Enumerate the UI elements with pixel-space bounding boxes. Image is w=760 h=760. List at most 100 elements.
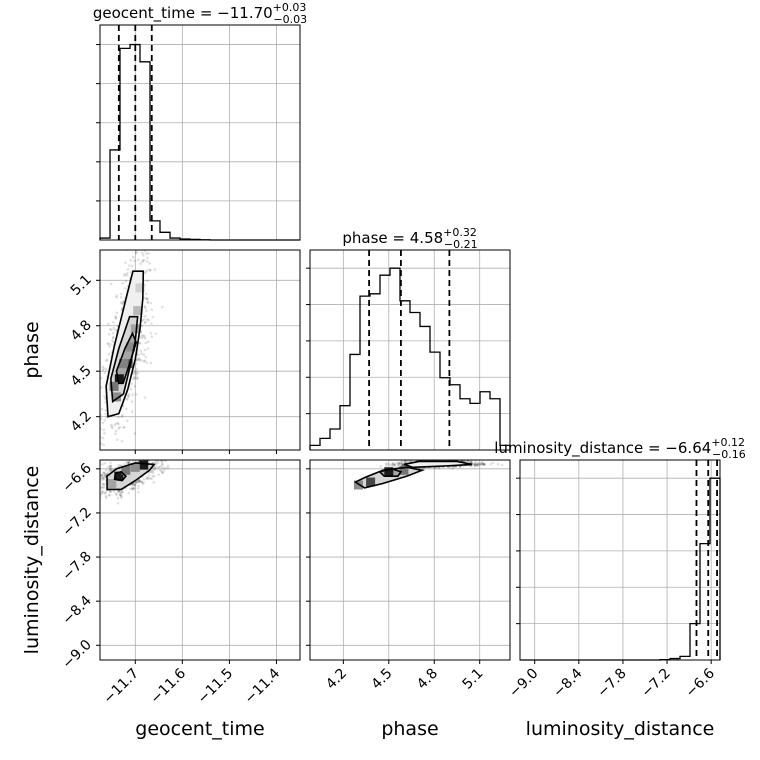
sample-point — [143, 348, 147, 352]
sample-point — [119, 301, 123, 304]
x-tick-label: −11.6 — [148, 665, 190, 707]
sample-point — [136, 377, 139, 380]
sample-point — [131, 484, 135, 487]
sample-point — [117, 427, 121, 430]
sample-point — [126, 462, 130, 465]
sample-point — [483, 462, 486, 466]
sample-point — [133, 484, 137, 487]
density-cell — [384, 467, 394, 477]
sample-point — [130, 400, 134, 403]
sample-point — [100, 417, 103, 421]
sample-point — [400, 463, 404, 467]
sample-point — [122, 299, 125, 303]
sample-point — [162, 468, 166, 472]
hist-panel-geocent_time: geocent_time = −11.70+0.03 −0.03 — [93, 1, 307, 241]
sample-point — [141, 334, 144, 337]
sample-point — [138, 480, 142, 484]
sample-point — [480, 462, 484, 466]
density-cell — [123, 359, 133, 369]
x-axis-phase: 4.2 4.5 4.8 5.1 phase — [323, 666, 486, 740]
sample-point — [134, 481, 138, 484]
sample-point — [135, 251, 138, 255]
sample-point — [94, 400, 97, 403]
sample-point — [133, 385, 137, 388]
sample-point — [133, 259, 136, 263]
sample-point — [119, 296, 123, 299]
sample-point — [386, 462, 389, 466]
sample-point — [124, 279, 128, 283]
sample-point — [95, 493, 98, 496]
sample-point — [398, 461, 402, 465]
y-axis-label-luminosity_distance: luminosity_distance — [21, 466, 43, 655]
sample-point — [135, 358, 139, 362]
sample-point — [109, 465, 113, 468]
sample-point — [163, 455, 166, 458]
sample-point — [476, 462, 480, 466]
x-tick-label: −11.7 — [100, 666, 142, 708]
sample-point — [111, 339, 114, 342]
sample-point — [114, 432, 117, 436]
sample-point — [478, 463, 482, 467]
sample-point — [136, 480, 139, 484]
sample-point — [138, 479, 142, 483]
sample-point — [127, 394, 130, 398]
sample-point — [481, 462, 484, 466]
sample-point — [118, 425, 122, 429]
sample-point — [136, 358, 139, 362]
sample-point — [137, 353, 140, 357]
x-tick-label: −9.0 — [506, 666, 541, 701]
density-marks — [95, 453, 170, 505]
sample-point — [109, 342, 112, 346]
sample-point — [103, 418, 106, 422]
sample-point — [146, 301, 150, 304]
sample-point — [130, 487, 134, 490]
sample-point — [101, 365, 105, 368]
sample-point — [125, 273, 129, 277]
sample-point — [115, 294, 118, 297]
y-tick-label: 4.8 — [68, 317, 95, 344]
sample-point — [144, 292, 148, 296]
sample-point — [103, 491, 107, 494]
sample-point — [102, 443, 106, 447]
sample-point — [132, 486, 135, 490]
sample-point — [122, 426, 125, 429]
title-phase: phase = 4.58+0.32 −0.21 — [342, 226, 477, 251]
hist-geocent_time-gridlines — [100, 25, 300, 240]
sample-point — [103, 461, 107, 465]
sample-point — [496, 462, 500, 466]
sample-point — [127, 461, 131, 465]
sample-point — [135, 367, 138, 371]
sample-point — [150, 335, 154, 338]
density-marks — [353, 460, 504, 490]
sample-point — [104, 496, 108, 500]
sample-point — [143, 192, 146, 195]
sample-point — [137, 453, 140, 456]
sample-point — [146, 317, 149, 321]
sample-point — [143, 336, 147, 340]
sample-point — [102, 428, 106, 432]
sample-point — [127, 392, 131, 396]
title-luminosity_distance: luminosity_distance = −6.64+0.12 −0.16 — [494, 436, 745, 461]
x-tick-label: −6.6 — [683, 665, 718, 700]
sample-point — [409, 460, 412, 463]
sample-point — [107, 353, 111, 356]
sample-point — [392, 463, 395, 467]
sample-point — [133, 483, 137, 487]
sample-point — [113, 521, 116, 524]
sample-point — [101, 368, 105, 372]
sample-point — [126, 268, 130, 271]
sample-point — [100, 486, 104, 490]
sample-point — [133, 432, 137, 435]
sample-point — [129, 259, 132, 262]
sample-point — [151, 475, 155, 478]
sample-point — [104, 412, 108, 416]
sample-point — [114, 422, 118, 425]
sample-point — [128, 264, 131, 267]
hist-panel-phase: phase = 4.58+0.32 −0.21 — [306, 226, 511, 451]
sample-point — [95, 485, 98, 488]
sample-point — [397, 462, 401, 465]
sample-point — [149, 301, 153, 305]
density-panel-geocent_time-luminosity_distance: −9.0 −8.4 −7.8 −7.2 −6.6 luminosity_distance — [21, 453, 301, 672]
sample-point — [144, 355, 148, 359]
sample-point — [145, 260, 149, 263]
